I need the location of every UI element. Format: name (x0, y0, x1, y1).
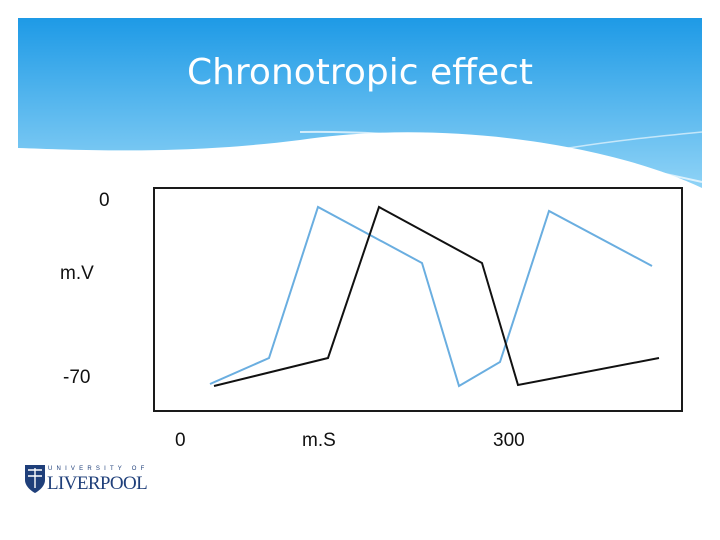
plot-frame (153, 187, 683, 412)
x-tick-300: 300 (493, 430, 525, 451)
y-tick-0: 0 (99, 190, 110, 211)
university-crest-icon (25, 465, 45, 493)
header-banner (18, 18, 703, 188)
x-tick-0: 0 (175, 430, 186, 451)
y-axis-unit: m.V (60, 263, 94, 284)
logo-liverpool: LIVERPOOL (47, 473, 148, 494)
y-tick-minus70: -70 (63, 367, 91, 388)
x-axis-unit: m.S (302, 430, 336, 451)
trace-fast (209, 205, 653, 388)
logo-university-of: UNIVERSITY OF (48, 466, 149, 472)
slide-title: Chronotropic effect (186, 52, 534, 93)
trace-normal (213, 205, 660, 387)
